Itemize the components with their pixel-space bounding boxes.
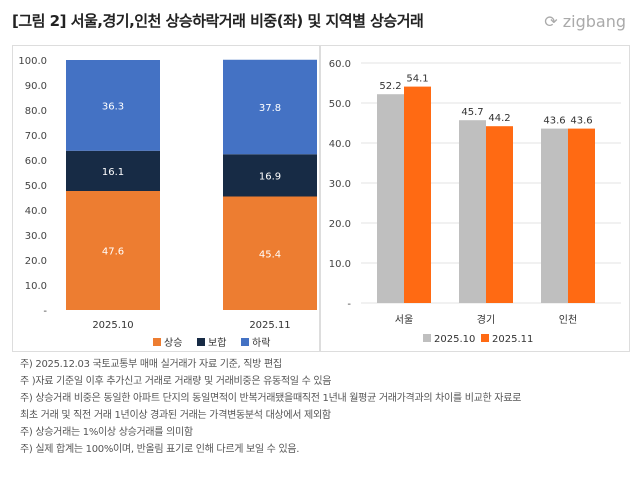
x-tick-label: 인천 xyxy=(559,314,577,326)
legend-swatch xyxy=(481,334,489,342)
y-tick-label: 40.0 xyxy=(329,139,351,150)
note: 주 )자료 기준일 이후 추가신고 거래로 거래량 및 거래비중은 유동적일 수… xyxy=(20,376,332,387)
legend-label: 상승 xyxy=(164,337,182,349)
bar-segment-하락 xyxy=(223,59,317,155)
legend-swatch xyxy=(197,338,205,346)
note: 최초 거래 및 직전 거래 1년이상 경과된 거래는 가격변동분석 대상에서 제… xyxy=(20,410,331,421)
y-tick-label: 20.0 xyxy=(25,256,47,267)
x-tick-label: 2025.10 xyxy=(92,320,133,331)
y-tick-label: 10.0 xyxy=(25,281,47,292)
legend-label: 보합 xyxy=(208,337,226,349)
y-tick-label: 90.0 xyxy=(25,81,47,92)
legend-label: 하락 xyxy=(252,336,270,349)
note: 주) 상승거래는 1%이상 상승거래를 의미함 xyxy=(20,427,193,438)
legend-swatch xyxy=(153,338,161,346)
logo-icon: ⟳ xyxy=(544,12,558,31)
note: 주) 상승거래 비중은 동일한 아파트 단지의 동일면적이 반복거래됐을때직전 … xyxy=(20,393,521,404)
bar-2025.10 xyxy=(459,120,486,303)
data-label: 37.8 xyxy=(259,103,281,114)
bar-2025.10 xyxy=(541,128,568,303)
bar-segment-보합 xyxy=(66,150,160,191)
x-tick-label: 서울 xyxy=(395,314,413,326)
legend-swatch xyxy=(423,334,431,342)
footnotes: 주) 2025.12.03 국토교통부 매매 실거래가 자료 기준, 직방 편집… xyxy=(20,356,521,458)
note: 주) 실제 합계는 100%이며, 반올림 표기로 인해 다르게 보일 수 있음… xyxy=(20,444,300,455)
note: 주) 2025.12.03 국토교통부 매매 실거래가 자료 기준, 직방 편집 xyxy=(20,359,282,370)
data-label: 45.7 xyxy=(461,107,483,118)
data-label: 44.2 xyxy=(488,113,510,124)
zigbang-logo: ⟳ zigbang xyxy=(544,12,626,31)
left-chart-panel: - 10.0 20.0 30.0 40.0 50.0 60.0 70.0 80.0 90.0 100… xyxy=(12,45,320,352)
regional-bar-chart: - 10.0 20.0 30.0 40.0 50.0 60.0 52.2 54.1 서울 45.7 4… xyxy=(329,59,621,345)
legend-swatch xyxy=(241,338,249,346)
y-tick-label: 30.0 xyxy=(25,231,47,242)
y-tick-label: 50.0 xyxy=(329,99,351,110)
y-tick-label: 30.0 xyxy=(329,179,351,190)
y-tick-label: 40.0 xyxy=(25,206,47,217)
x-tick-label: 경기 xyxy=(477,313,495,326)
y-tick-label: 100.0 xyxy=(18,56,47,67)
data-label: 45.4 xyxy=(259,249,281,260)
y-tick-label: - xyxy=(43,306,47,317)
data-label: 36.3 xyxy=(102,101,124,112)
data-label: 47.6 xyxy=(102,247,124,258)
data-label: 16.9 xyxy=(259,171,281,182)
data-label: 54.1 xyxy=(406,74,428,85)
y-tick-label: 60.0 xyxy=(25,156,47,167)
bar-2025.10 xyxy=(377,94,404,303)
data-label: 52.2 xyxy=(379,81,401,92)
bar-segment-보합 xyxy=(223,154,317,197)
bar-2025.11 xyxy=(568,128,595,303)
data-label: 43.6 xyxy=(570,116,592,127)
data-label: 43.6 xyxy=(543,116,565,127)
stacked-bar-chart: - 10.0 20.0 30.0 40.0 50.0 60.0 70.0 80.0 90.0 100… xyxy=(18,56,317,349)
y-tick-label: 60.0 xyxy=(329,59,351,70)
bar-2025.11 xyxy=(486,126,513,303)
y-tick-label: 20.0 xyxy=(329,219,351,230)
bar-2025.11 xyxy=(404,86,431,303)
y-tick-label: 70.0 xyxy=(25,131,47,142)
logo-text: zigbang xyxy=(562,12,626,31)
right-chart-panel: - 10.0 20.0 30.0 40.0 50.0 60.0 52.2 54.1 서울 45.7 4… xyxy=(320,45,630,352)
bar-segment-상승 xyxy=(66,191,160,310)
y-tick-label: 80.0 xyxy=(25,106,47,117)
data-label: 16.1 xyxy=(102,167,124,178)
legend-label: 2025.10 xyxy=(434,334,475,345)
y-tick-label: 10.0 xyxy=(329,259,351,270)
y-tick-label: 50.0 xyxy=(25,181,47,192)
bar-segment-하락 xyxy=(66,60,160,151)
legend-label: 2025.11 xyxy=(492,334,533,345)
x-tick-label: 2025.11 xyxy=(249,320,290,331)
y-tick-label: - xyxy=(347,299,351,310)
bar-segment-상승 xyxy=(223,196,317,310)
figure-title: [그림 2] 서울,경기,인천 상승하락거래 비중(좌) 및 지역별 상승거래 xyxy=(12,12,424,30)
